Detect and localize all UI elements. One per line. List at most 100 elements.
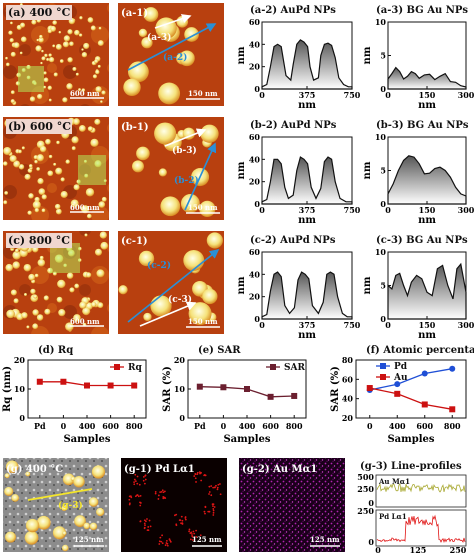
summary-chart: (d) Rq 0 10 20 Pd 0 400 600 800 Samples Rq (nm) Rq — [2, 345, 147, 445]
y-tick-label: 0 — [254, 84, 260, 94]
nanoparticle — [100, 241, 109, 250]
y-tick-label: 60 — [249, 247, 261, 257]
data-point — [394, 381, 401, 388]
pd-signal-dot — [191, 539, 194, 541]
y-tick-label: 80 — [342, 355, 354, 365]
pd-signal-dot — [146, 518, 148, 520]
x-axis-label: nm — [298, 100, 316, 111]
data-point — [449, 406, 456, 413]
x-tick-label: 150 — [419, 320, 436, 330]
nanoparticle — [71, 136, 79, 144]
pd-signal-dot — [188, 528, 191, 531]
nanoparticle — [44, 308, 51, 315]
scalebar-label-b: 600 nm — [70, 203, 100, 212]
pd-signal-dot — [175, 513, 178, 516]
pd-signal-dot — [181, 522, 184, 525]
pd-signal-dot — [143, 482, 146, 485]
zoom-scale-a1: 150 nm — [188, 89, 218, 98]
nanoparticle — [136, 146, 150, 161]
au-map-label: (g-2) Au Mα1 — [242, 464, 317, 475]
legend-marker — [380, 374, 386, 380]
nanoparticle — [160, 196, 181, 217]
x-axis-label: nm — [418, 330, 436, 341]
summary-chart: (e) SAR 0 10 20 Pd 0 400 600 800 Samples SAR (%) SA… — [162, 345, 307, 445]
label-bg-a — [6, 5, 72, 20]
y-tick-label: 0 — [179, 413, 185, 423]
nanoparticle — [138, 250, 155, 267]
y-tick-label: 0 — [254, 314, 260, 324]
nanoparticle — [15, 248, 19, 253]
afm-image-b: (b) 600 °C 600 nm — [3, 117, 109, 220]
data-point — [366, 385, 373, 392]
nanoparticle — [3, 161, 8, 166]
nanoparticle — [118, 285, 128, 295]
data-point — [421, 370, 428, 377]
au-line-profile — [376, 482, 466, 493]
profile-title: (a-2) AuPd NPs — [250, 5, 336, 16]
x-tick-label: 0 — [385, 90, 391, 100]
x-tick-label: 0 — [259, 320, 265, 330]
y-tick-label: 0 — [380, 314, 386, 324]
nanoparticle — [40, 61, 43, 65]
y-tick-label: 10 — [375, 17, 387, 27]
y-tick-label: 0 — [380, 84, 386, 94]
nanoparticle — [37, 178, 44, 185]
pd-signal-dot — [144, 524, 146, 527]
nanoparticle — [88, 497, 99, 507]
legend-marker — [380, 363, 386, 369]
nanoparticle — [94, 59, 99, 64]
nanoparticle — [43, 71, 47, 75]
pd-signal-dot — [216, 486, 219, 489]
pd-signal-dot — [178, 519, 181, 522]
y-tick-label: 40 — [249, 39, 261, 49]
nanoparticle — [70, 199, 79, 208]
data-point — [394, 390, 401, 397]
pd-signal-dot — [139, 501, 141, 504]
nanoparticle — [44, 53, 48, 58]
pd-signal-dot — [154, 491, 157, 493]
afm-label-a: (a) 400 °C — [8, 6, 71, 19]
profile-title: (b-3) BG Au NPs — [376, 120, 469, 131]
x-tick-label: 0 — [221, 421, 227, 431]
pd-signal-dot — [184, 518, 187, 521]
nanoparticle — [41, 208, 46, 213]
nanoparticle — [81, 52, 88, 58]
nanoparticle — [96, 269, 105, 278]
nanoparticle — [12, 261, 20, 269]
nanoparticle — [94, 118, 101, 125]
nanoparticle — [10, 21, 13, 25]
pd-line-profile — [376, 514, 466, 544]
nanoparticle — [83, 522, 91, 530]
nanoparticle — [24, 530, 39, 545]
marker-b3: (b-3) — [172, 145, 197, 156]
pd-signal-dot — [160, 490, 163, 493]
nanoparticle — [4, 473, 10, 479]
data-point — [220, 384, 227, 391]
pd-signal-dot — [216, 488, 219, 491]
nanoparticle — [38, 37, 44, 43]
nanoparticle — [158, 82, 181, 105]
y-tick-label: 0 — [19, 413, 25, 423]
nanoparticle — [3, 200, 8, 205]
pd-signal-dot — [212, 486, 215, 489]
profile-title: (c-3) BG Au NPs — [376, 235, 468, 246]
pd-signal-dot — [192, 530, 195, 533]
nanoparticle — [13, 42, 20, 49]
pd-signal-dot — [146, 529, 149, 532]
nanoparticle — [19, 51, 23, 55]
x-tick-label: 750 — [344, 205, 361, 215]
x-axis-label: Samples — [387, 434, 434, 445]
legend-marker — [114, 364, 120, 370]
nanoparticle — [45, 138, 51, 145]
x-tick-label: 300 — [458, 205, 474, 215]
au-map-scale: 125 nm — [310, 535, 340, 544]
pd-signal-dot — [210, 494, 213, 497]
nanoparticle — [55, 167, 63, 175]
pd-signal-dot — [195, 536, 198, 538]
nanoparticle — [58, 309, 66, 317]
x-tick-label: 0 — [259, 205, 265, 215]
nanoparticle — [28, 273, 35, 281]
nanoparticle — [25, 471, 31, 477]
nanoparticle — [34, 160, 38, 164]
